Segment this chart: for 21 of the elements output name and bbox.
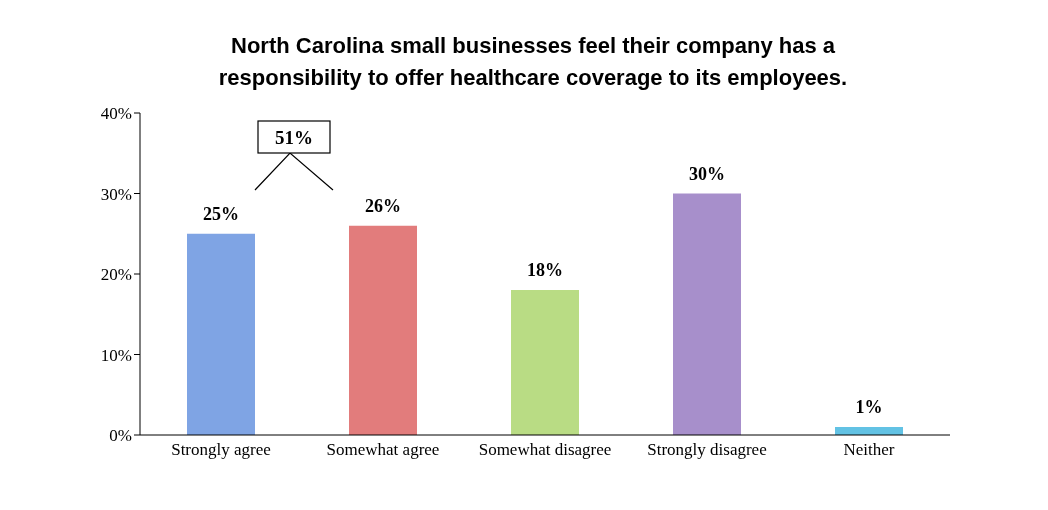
annotation: 51%: [275, 127, 313, 148]
bar: [673, 193, 741, 435]
x-tick-label: Strongly agree: [171, 440, 271, 460]
data-label: 25%: [203, 203, 239, 224]
y-tick-label: 10%: [100, 345, 132, 365]
y-tick-label: 40%: [100, 104, 132, 124]
x-tick-label: Strongly disagree: [647, 440, 767, 460]
bar: [349, 225, 417, 435]
chart-title: North Carolina small businesses feel their company has a responsibility to offer healthcare coverage to its employees.: [217, 32, 849, 92]
x-tick-label: Somewhat agree: [326, 440, 440, 460]
y-tick-label: 30%: [100, 184, 132, 204]
bar: [511, 290, 579, 435]
data-label: 1%: [855, 396, 883, 417]
y-tick-label: 0%: [109, 426, 132, 446]
data-label: 26%: [365, 195, 401, 216]
data-label: 18%: [527, 260, 563, 281]
x-tick-label: Somewhat disagree: [478, 440, 612, 460]
bar: [187, 233, 255, 435]
data-label: 30%: [689, 163, 725, 184]
y-tick-label: 20%: [100, 265, 132, 285]
x-tick-label: Neither: [843, 440, 895, 460]
